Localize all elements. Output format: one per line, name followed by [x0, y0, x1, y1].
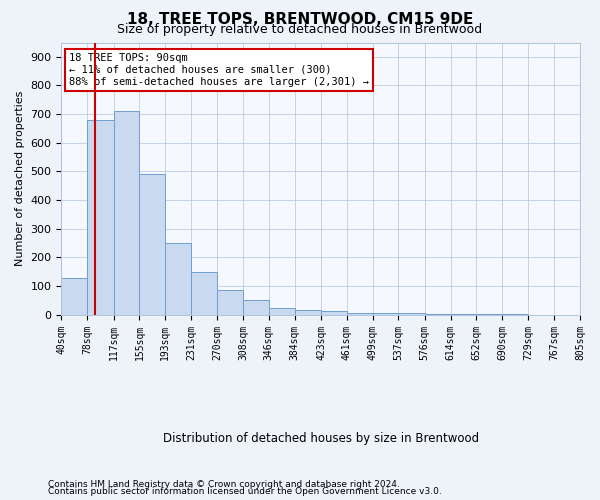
X-axis label: Distribution of detached houses by size in Brentwood: Distribution of detached houses by size …: [163, 432, 479, 445]
Bar: [191, 272, 217, 315]
Bar: [139, 174, 165, 315]
Text: Size of property relative to detached houses in Brentwood: Size of property relative to detached ho…: [118, 22, 482, 36]
Text: Contains HM Land Registry data © Crown copyright and database right 2024.: Contains HM Land Registry data © Crown c…: [48, 480, 400, 489]
Bar: [373, 314, 398, 315]
Bar: [321, 312, 347, 315]
Y-axis label: Number of detached properties: Number of detached properties: [15, 91, 25, 266]
Bar: [347, 312, 373, 315]
Bar: [269, 308, 295, 315]
Bar: [476, 314, 502, 315]
Bar: [451, 314, 476, 315]
Bar: [295, 310, 321, 315]
Bar: [165, 243, 191, 315]
Text: Contains public sector information licensed under the Open Government Licence v3: Contains public sector information licen…: [48, 488, 442, 496]
Bar: [217, 290, 243, 315]
Bar: [61, 278, 87, 315]
Bar: [502, 314, 529, 315]
Text: 18, TREE TOPS, BRENTWOOD, CM15 9DE: 18, TREE TOPS, BRENTWOOD, CM15 9DE: [127, 12, 473, 28]
Bar: [243, 300, 269, 315]
Text: 18 TREE TOPS: 90sqm
← 11% of detached houses are smaller (300)
88% of semi-detac: 18 TREE TOPS: 90sqm ← 11% of detached ho…: [69, 54, 369, 86]
Bar: [87, 120, 113, 315]
Bar: [398, 314, 425, 315]
Bar: [113, 112, 139, 315]
Bar: [425, 314, 451, 315]
